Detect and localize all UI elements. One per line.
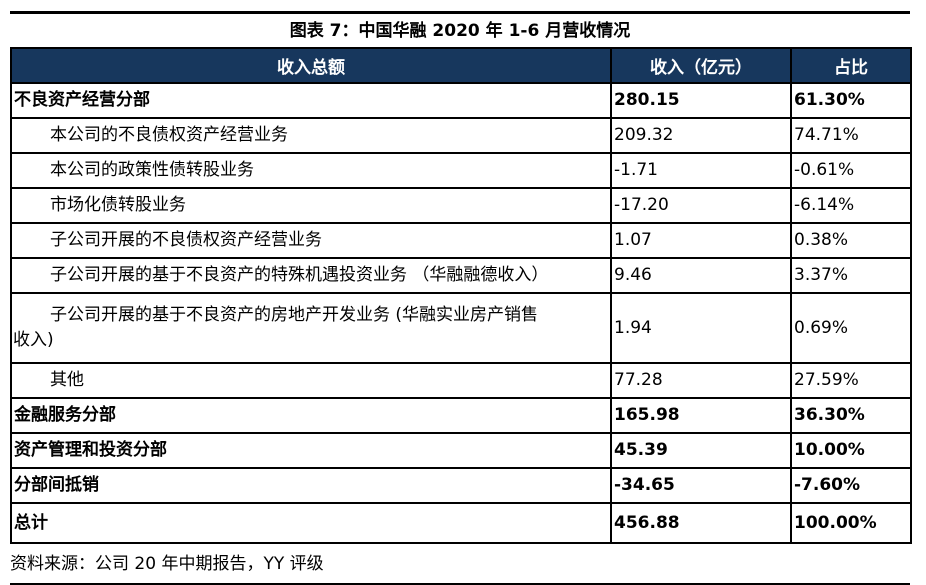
table-row: 子公司开展的基于不良资产的特殊机遇投资业务 （华融融德收入） 9.46 3.37% [10,257,912,294]
income-value-cell: 45.39 [610,432,792,469]
row-label-cell: 分部间抵销 [10,467,612,504]
share-value-cell: -7.60% [790,467,912,504]
income-value-cell: 77.28 [610,362,792,399]
share-value-cell: 36.30% [790,397,912,434]
row-label-cell: 金融服务分部 [10,397,612,434]
col-header-income-amount: 收入（亿元） [610,47,792,84]
share-value-cell: 74.71% [790,117,912,154]
row-label-cell: 资产管理和投资分部 [10,432,612,469]
income-value-cell: -17.20 [610,187,792,224]
table-row: 市场化债转股业务 -17.20 -6.14% [10,187,912,224]
share-value-cell: -0.61% [790,152,912,189]
share-value-cell: 10.00% [790,432,912,469]
table-row: 其他 77.28 27.59% [10,362,912,399]
table-body: 不良资产经营分部 280.15 61.30% 本公司的不良债权资产经营业务 209.32… [10,82,912,544]
income-value-cell: 1.94 [610,292,792,364]
row-label-cell: 子公司开展的不良债权资产经营业务 [10,222,612,259]
income-value-cell: -34.65 [610,467,792,504]
bottom-divider [10,583,910,585]
col-header-income-total: 收入总额 [10,47,612,84]
income-value-cell: 456.88 [610,502,792,544]
share-value-cell: 27.59% [790,362,912,399]
income-value-cell: 165.98 [610,397,792,434]
top-divider [10,11,910,14]
income-value-cell: 9.46 [610,257,792,294]
table-row: 金融服务分部 165.98 36.30% [10,397,912,434]
share-value-cell: 0.69% [790,292,912,364]
revenue-table: 收入总额 收入（亿元） 占比 不良资产经营分部 280.15 61.30% 本公司的不… [10,47,912,544]
col-header-share: 占比 [790,47,912,84]
row-label-cell: 不良资产经营分部 [10,82,612,119]
row-label-cell: 子公司开展的基于不良资产的特殊机遇投资业务 （华融融德收入） [10,257,612,294]
row-label-cell: 其他 [10,362,612,399]
income-value-cell: -1.71 [610,152,792,189]
table-header-row: 收入总额 收入（亿元） 占比 [10,47,912,84]
share-value-cell: 61.30% [790,82,912,119]
income-value-cell: 280.15 [610,82,792,119]
table-row: 分部间抵销 -34.65 -7.60% [10,467,912,504]
row-label-cell: 本公司的政策性债转股业务 [10,152,612,189]
table-row: 不良资产经营分部 280.15 61.30% [10,82,912,119]
row-label-cell: 市场化债转股业务 [10,187,612,224]
table-row: 本公司的政策性债转股业务 -1.71 -0.61% [10,152,912,189]
row-label-cell: 总计 [10,502,612,544]
table-row: 资产管理和投资分部 45.39 10.00% [10,432,912,469]
share-value-cell: 0.38% [790,222,912,259]
share-value-cell: 3.37% [790,257,912,294]
figure-title: 图表 7：中国华融 2020 年 1-6 月营收情况 [289,21,631,41]
table-row: 子公司开展的不良债权资产经营业务 1.07 0.38% [10,222,912,259]
share-value-cell: 100.00% [790,502,912,544]
table-row: 总计 456.88 100.00% [10,502,912,544]
income-value-cell: 1.07 [610,222,792,259]
row-label-cell: 本公司的不良债权资产经营业务 [10,117,612,154]
row-label-cell: 子公司开展的基于不良资产的房地产开发业务 (华融实业房产销售 收入) [10,292,612,364]
source-note: 资料来源：公司 20 年中期报告，YY 评级 [10,554,324,574]
income-value-cell: 209.32 [610,117,792,154]
table-row: 本公司的不良债权资产经营业务 209.32 74.71% [10,117,912,154]
share-value-cell: -6.14% [790,187,912,224]
table-row: 子公司开展的基于不良资产的房地产开发业务 (华融实业房产销售 收入) 1.94 0.… [10,292,912,364]
